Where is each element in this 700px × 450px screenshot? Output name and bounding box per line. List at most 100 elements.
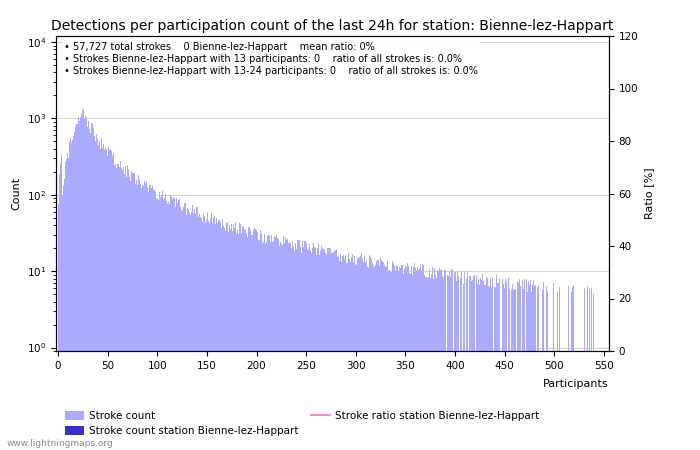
Bar: [276, 235, 277, 450]
Bar: [306, 243, 307, 450]
Bar: [99, 141, 100, 450]
Bar: [340, 254, 342, 450]
Bar: [103, 144, 104, 450]
Bar: [258, 240, 259, 450]
Bar: [91, 122, 92, 450]
Bar: [428, 277, 429, 450]
Bar: [155, 192, 156, 450]
Bar: [379, 266, 380, 450]
Bar: [95, 140, 96, 450]
Bar: [253, 230, 254, 450]
Bar: [448, 276, 449, 450]
Bar: [223, 225, 224, 450]
Bar: [389, 270, 390, 450]
Bar: [248, 226, 249, 450]
Bar: [162, 199, 164, 450]
Bar: [204, 216, 205, 450]
Bar: [80, 117, 81, 450]
Bar: [449, 277, 451, 450]
Bar: [118, 164, 119, 450]
Bar: [76, 124, 77, 450]
Bar: [241, 233, 242, 450]
Bar: [420, 264, 421, 450]
Bar: [442, 278, 444, 450]
Bar: [181, 210, 183, 450]
Bar: [243, 226, 244, 450]
Bar: [534, 286, 535, 450]
Bar: [256, 230, 257, 450]
Bar: [393, 262, 394, 450]
Bar: [311, 253, 312, 450]
Bar: [96, 134, 97, 450]
Bar: [326, 248, 328, 450]
Bar: [242, 227, 243, 450]
Bar: [144, 181, 145, 450]
Bar: [444, 270, 446, 450]
Bar: [302, 248, 304, 450]
Bar: [167, 204, 168, 450]
Bar: [402, 265, 403, 450]
Bar: [386, 266, 387, 450]
Bar: [413, 267, 414, 450]
Bar: [66, 159, 67, 450]
Bar: [519, 279, 520, 450]
Bar: [245, 230, 246, 450]
Bar: [128, 169, 129, 450]
Bar: [408, 266, 409, 450]
Bar: [339, 256, 340, 450]
Bar: [384, 265, 385, 450]
Bar: [591, 288, 592, 450]
Bar: [131, 171, 132, 450]
Bar: [537, 287, 538, 450]
Bar: [77, 124, 78, 450]
Bar: [263, 242, 264, 450]
Bar: [381, 260, 382, 450]
Bar: [110, 149, 111, 450]
Bar: [335, 250, 337, 450]
Bar: [88, 121, 90, 450]
Bar: [74, 131, 76, 450]
Bar: [513, 290, 514, 450]
Bar: [271, 235, 272, 450]
Bar: [132, 173, 133, 450]
Bar: [437, 270, 438, 450]
Bar: [71, 143, 72, 450]
Bar: [441, 269, 442, 450]
Bar: [92, 124, 93, 450]
Bar: [535, 284, 536, 450]
Bar: [187, 208, 188, 450]
Bar: [352, 254, 354, 450]
Bar: [183, 203, 185, 450]
Bar: [275, 237, 276, 450]
Bar: [511, 290, 512, 450]
Bar: [146, 181, 147, 450]
Bar: [273, 241, 274, 450]
Bar: [176, 203, 178, 450]
Bar: [387, 261, 388, 450]
Bar: [218, 220, 219, 450]
Bar: [217, 223, 218, 450]
Bar: [296, 249, 297, 450]
Bar: [125, 166, 126, 450]
Bar: [234, 229, 235, 450]
Bar: [138, 176, 139, 450]
Bar: [214, 216, 216, 450]
Bar: [397, 266, 398, 450]
Bar: [221, 228, 223, 450]
Bar: [492, 277, 493, 450]
Bar: [85, 116, 86, 450]
Bar: [107, 156, 108, 450]
Bar: [496, 275, 497, 450]
Bar: [235, 222, 236, 450]
Bar: [250, 230, 251, 450]
Bar: [390, 271, 391, 450]
Bar: [378, 261, 379, 450]
Bar: [349, 259, 351, 450]
Bar: [261, 234, 262, 450]
Bar: [477, 284, 478, 450]
Bar: [268, 235, 269, 450]
Bar: [364, 256, 365, 450]
Bar: [572, 287, 573, 450]
Bar: [81, 113, 83, 450]
Bar: [404, 269, 405, 450]
